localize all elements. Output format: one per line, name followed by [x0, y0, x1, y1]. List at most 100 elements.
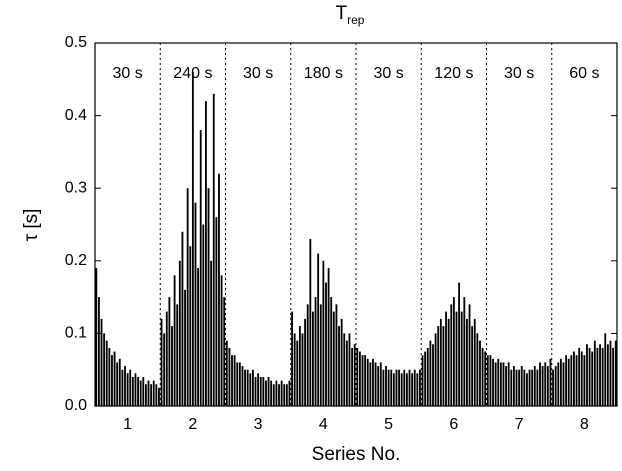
bar: [481, 347, 484, 406]
bar: [359, 351, 361, 406]
bar: [160, 318, 163, 406]
bar: [499, 362, 502, 406]
bar: [518, 369, 521, 406]
bar: [212, 93, 215, 406]
bar: [591, 351, 594, 406]
bar: [424, 351, 427, 406]
bar: [165, 311, 168, 406]
bar: [283, 384, 286, 406]
bar: [259, 376, 262, 406]
bar: [573, 351, 575, 406]
bar: [583, 355, 586, 406]
bar: [512, 366, 515, 406]
bar: [249, 373, 252, 406]
bar: [429, 340, 432, 406]
bar: [515, 369, 518, 406]
bar: [502, 362, 505, 406]
bar: [139, 380, 142, 406]
bar: [437, 326, 440, 406]
bar: [609, 340, 612, 406]
bar: [304, 318, 307, 406]
bar: [322, 260, 325, 406]
bar: [265, 380, 267, 406]
bar: [439, 318, 442, 406]
bar: [98, 297, 100, 406]
bar: [218, 173, 220, 406]
y-tick-label: 0.3: [65, 179, 87, 196]
bar: [202, 224, 205, 406]
bar: [447, 318, 450, 406]
bar: [272, 384, 275, 406]
bar: [155, 384, 158, 406]
bar: [199, 130, 202, 406]
y-tick-label: 0.1: [65, 325, 87, 342]
bar: [317, 253, 320, 406]
bar: [319, 304, 322, 406]
y-tick-label: 0.5: [65, 34, 87, 51]
segment-label: 30 s: [504, 65, 534, 82]
bar: [150, 384, 153, 406]
bar: [353, 344, 356, 406]
bar: [452, 297, 455, 406]
bar: [233, 355, 236, 406]
bar: [189, 246, 192, 406]
bar: [254, 376, 257, 406]
bar: [178, 260, 181, 406]
bar: [280, 380, 283, 406]
bar: [194, 202, 197, 406]
bar: [236, 362, 239, 406]
bar: [520, 366, 523, 406]
x-tick-label: 7: [515, 416, 524, 433]
bar: [251, 369, 254, 406]
y-axis-label: τ [s]: [21, 209, 42, 242]
bar: [348, 333, 351, 406]
bar: [554, 366, 557, 406]
bar: [137, 376, 139, 406]
bar: [291, 311, 293, 406]
bar: [562, 362, 565, 406]
bar: [468, 304, 471, 406]
bar: [528, 369, 531, 406]
bar: [231, 355, 233, 406]
bar: [158, 387, 160, 406]
bar: [278, 384, 280, 406]
bar: [364, 355, 367, 406]
x-tick-label: 3: [254, 416, 263, 433]
bar: [124, 366, 126, 406]
bar: [494, 362, 497, 406]
bar: [343, 333, 346, 406]
bar: [426, 347, 429, 406]
bar: [186, 188, 189, 406]
bar: [377, 366, 380, 406]
bar: [416, 373, 419, 406]
bar: [531, 369, 534, 406]
bar: [257, 373, 260, 406]
bar: [134, 373, 137, 406]
bar: [479, 340, 481, 406]
bar: [387, 369, 390, 406]
bar: [385, 366, 387, 406]
title-main: T: [336, 3, 348, 24]
bar: [312, 311, 314, 406]
bar: [596, 347, 599, 406]
bar: [241, 366, 244, 406]
bar: [552, 369, 554, 406]
bar: [526, 373, 528, 406]
bar: [450, 304, 453, 406]
bar: [330, 297, 333, 406]
bar: [523, 369, 526, 406]
bar: [455, 311, 458, 406]
bar: [604, 333, 607, 406]
bar: [476, 333, 479, 406]
bar: [413, 369, 416, 406]
x-axis-label: Series No.: [312, 444, 401, 465]
bar: [614, 340, 617, 406]
bar: [505, 366, 507, 406]
bar: [445, 311, 447, 406]
y-tick-label: 0.4: [65, 107, 87, 124]
bar: [108, 347, 111, 406]
bar: [492, 358, 494, 406]
bar: [345, 340, 348, 406]
segment-label: 30 s: [243, 65, 273, 82]
bar: [606, 344, 609, 406]
